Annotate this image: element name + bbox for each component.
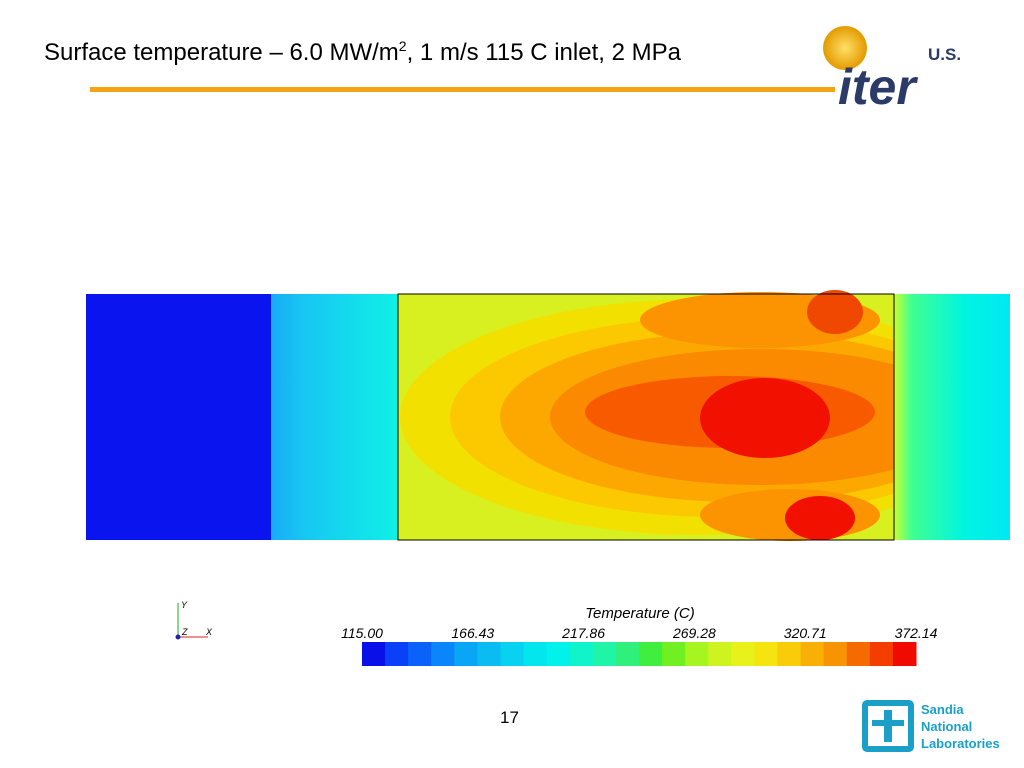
contour-plot <box>86 290 1010 541</box>
colorbar-band <box>569 642 594 666</box>
colorbar-band <box>408 642 432 666</box>
colorbar-label: 115.00 <box>341 625 383 641</box>
colorbar-band <box>639 642 663 666</box>
colorbar: Temperature (C) 115.00 166.43 217.86 269.28… <box>341 605 938 666</box>
colorbar-band <box>685 642 709 666</box>
colorbar-band <box>362 642 386 666</box>
colorbar-band <box>500 642 525 666</box>
logo-text: iter <box>838 59 918 115</box>
axis-triad: Y Z X <box>175 600 213 640</box>
colorbar-band <box>823 642 848 666</box>
colorbar-band <box>731 642 755 666</box>
colorbar-band <box>431 642 455 666</box>
triad-label: Z <box>181 627 188 637</box>
logo-text: National <box>921 719 972 734</box>
title-rule <box>90 87 835 92</box>
title-text: , 1 m/s 115 C inlet, 2 MPa <box>406 39 681 66</box>
colorbar-band <box>708 642 732 666</box>
triad-label: X <box>205 627 213 637</box>
colorbar-label: 269.28 <box>672 625 716 641</box>
logo-text: Laboratories <box>921 736 1000 751</box>
iter-logo: U.S. iter <box>823 26 961 115</box>
logo-text: U.S. <box>928 45 961 64</box>
colorbar-band <box>523 642 548 666</box>
colorbar-band <box>777 642 802 666</box>
colorbar-band <box>477 642 501 666</box>
page-number: 17 <box>500 708 519 727</box>
colorbar-label: 320.71 <box>784 625 827 641</box>
colorbar-band <box>546 642 571 666</box>
colorbar-band <box>869 642 894 666</box>
sandia-logo: Sandia National Laboratories <box>862 700 1000 752</box>
slide-title: Surface temperature – 6.0 MW/m2, 1 m/s 1… <box>44 38 681 67</box>
colorbar-band <box>892 642 917 666</box>
colorbar-band <box>662 642 686 666</box>
title-text: Surface temperature – 6.0 MW/m <box>44 39 399 66</box>
colorbar-band <box>846 642 871 666</box>
colorbar-band <box>592 642 617 666</box>
triad-label: Y <box>181 600 188 610</box>
colorbar-band <box>800 642 825 666</box>
colorbar-label: 166.43 <box>451 625 494 641</box>
title-superscript: 2 <box>398 38 407 54</box>
colorbar-band <box>454 642 478 666</box>
colorbar-label: 372.14 <box>895 625 938 641</box>
colorbar-band <box>754 642 778 666</box>
colorbar-band <box>615 642 640 666</box>
colorbar-title: Temperature (C) <box>585 605 694 622</box>
colorbar-band <box>385 642 409 666</box>
colorbar-label: 217.86 <box>561 625 605 641</box>
logo-text: Sandia <box>921 702 964 717</box>
